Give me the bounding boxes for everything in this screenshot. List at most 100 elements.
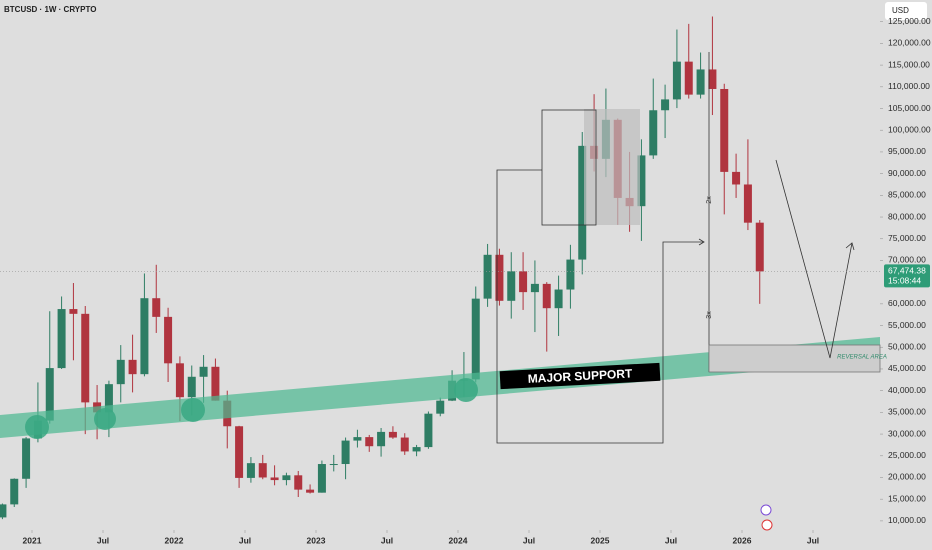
candle-body: [495, 254, 504, 301]
candle-body: [317, 464, 326, 493]
y-tick-label: 45,000.00: [888, 363, 926, 373]
chart-title: BTCUSD · 1W · CRYPTO: [4, 5, 96, 14]
reversal-box: [708, 344, 881, 373]
candle-body: [104, 384, 113, 413]
y-tick-label: 60,000.00: [888, 298, 926, 308]
candle-body: [211, 366, 220, 401]
y-tick-label: 100,000.00: [888, 124, 931, 134]
candle-body: [353, 437, 362, 441]
x-tick-label: Jul: [523, 535, 535, 545]
candle-body: [365, 437, 374, 447]
x-tick-label: 2021: [23, 535, 42, 545]
x-tick-label: Jul: [97, 535, 109, 545]
y-tick-label: 50,000.00: [888, 342, 926, 352]
x-tick-label: 2026: [733, 535, 752, 545]
candle-body: [696, 69, 705, 95]
candle-body: [69, 309, 78, 314]
y-tick-label: 10,000.00: [888, 515, 926, 525]
y-tick-label: 30,000.00: [888, 428, 926, 438]
arrow-head: [845, 242, 855, 251]
candle-body: [235, 426, 244, 478]
candle-body: [732, 171, 741, 185]
y-tick-label: 110,000.00: [888, 81, 930, 91]
candle-body: [0, 504, 7, 518]
touch-point: [94, 408, 116, 430]
candle-body: [578, 145, 587, 260]
event-icon[interactable]: [761, 519, 773, 531]
candle-body: [22, 438, 31, 479]
y-tick-label: 70,000.00: [888, 255, 926, 265]
x-tick-label: Jul: [239, 535, 251, 545]
y-tick-label: 125,000.00: [888, 16, 931, 26]
candle-body: [57, 309, 66, 369]
candle-body: [566, 259, 575, 290]
x-tick-label: 2023: [307, 535, 326, 545]
candle-body: [554, 289, 563, 309]
candle-body: [519, 271, 528, 293]
candle-body: [128, 359, 137, 375]
currency-button[interactable]: [885, 2, 927, 20]
support-label: MAJOR SUPPORT: [527, 366, 633, 385]
ratio-label: 3x: [706, 311, 713, 319]
candle-body: [270, 477, 279, 481]
candle-body: [755, 222, 764, 272]
price-tag: [884, 264, 930, 288]
y-tick-label: 75,000.00: [888, 233, 926, 243]
candle-body: [649, 110, 658, 156]
candle-body: [140, 298, 149, 375]
ratio-label: 2x: [706, 196, 713, 204]
support-label-bg: [499, 362, 661, 390]
x-tick-label: 2022: [165, 535, 184, 545]
y-tick-label: 25,000.00: [888, 450, 926, 460]
candle-body: [116, 359, 125, 385]
event-icon[interactable]: [760, 504, 772, 516]
range-box: [584, 109, 640, 225]
candle-body: [152, 298, 161, 317]
projection: [775, 159, 853, 359]
candle-body: [164, 316, 173, 364]
candle-body: [187, 376, 196, 398]
y-tick-label: 115,000.00: [888, 59, 930, 69]
candle-body: [530, 283, 539, 293]
price-tag-label: 67,474.38: [888, 266, 926, 276]
candle-body: [672, 61, 681, 100]
candle-body: [341, 440, 350, 465]
candle-body: [637, 155, 646, 207]
candle-body: [388, 431, 397, 438]
candle-body: [329, 464, 338, 466]
candle-body: [199, 366, 208, 377]
touch-point: [181, 398, 205, 422]
y-tick-label: 95,000.00: [888, 146, 926, 156]
candle-body: [175, 363, 184, 398]
countdown-label: 15:08:44: [888, 276, 921, 286]
candle-body: [661, 99, 670, 111]
drawings: MAJOR SUPPORT REVERSAL AREA 2x 3x: [0, 52, 887, 531]
candle-body: [436, 400, 445, 414]
range-outline: [541, 109, 597, 226]
reversal-label: REVERSAL AREA: [837, 355, 887, 361]
y-tick-label: 80,000.00: [888, 211, 926, 221]
y-tick-label: 35,000.00: [888, 407, 926, 417]
support-label-group: MAJOR SUPPORT: [499, 362, 661, 390]
candle-body: [471, 298, 480, 380]
y-tick-label: 20,000.00: [888, 472, 926, 482]
candle-body: [258, 463, 267, 478]
candle-body: [542, 283, 551, 309]
candle-body: [45, 368, 54, 421]
candle-body: [294, 475, 303, 490]
candle-body: [306, 489, 315, 493]
candle-body: [282, 475, 291, 481]
x-tick-label: Jul: [381, 535, 393, 545]
y-tick-label: 55,000.00: [888, 320, 926, 330]
y-tick-label: 105,000.00: [888, 103, 931, 113]
y-tick-label: 85,000.00: [888, 190, 926, 200]
currency-label: USD: [892, 6, 909, 15]
y-tick-label: 40,000.00: [888, 385, 926, 395]
arrow-head: [698, 238, 705, 246]
candle-body: [708, 69, 717, 89]
candle-body: [412, 447, 421, 452]
candle-body: [483, 254, 492, 299]
x-tick-label: 2024: [449, 535, 468, 545]
